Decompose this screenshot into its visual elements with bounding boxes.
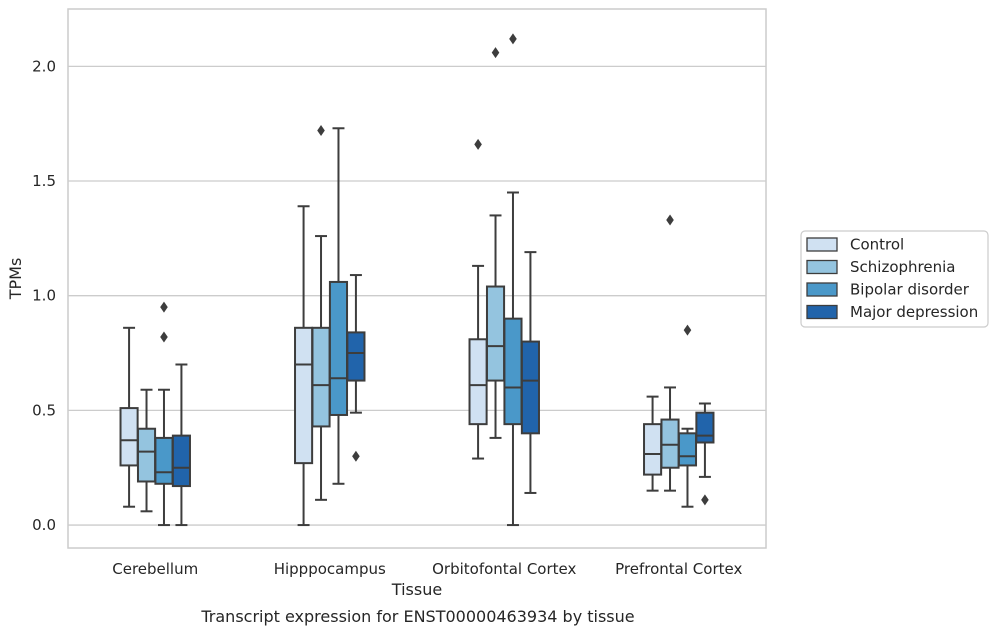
box-body [503,317,523,426]
legend-swatch [806,259,838,275]
box [468,138,488,460]
box [660,214,680,492]
x-tick-label: Prefrontal Cortex [615,560,742,578]
outlier-point [491,47,500,59]
box [695,402,715,506]
box-body [485,285,506,382]
box-body [311,326,331,428]
box [119,326,139,508]
grid-lines [68,65,766,526]
legend-swatch [806,304,838,320]
y-tick-label: 1.5 [32,172,56,190]
box [154,301,174,527]
legend-label: Bipolar disorder [850,281,970,299]
box [136,388,157,513]
plot-frame [67,8,767,549]
y-tick-label: 0.5 [32,401,56,419]
legend-label: Schizophrenia [850,258,955,276]
box-body [294,326,314,465]
box-body [328,280,349,416]
figure-caption: Transcript expression for ENST0000046393… [200,607,634,626]
x-axis-label: Tissue [391,580,442,599]
box [677,324,698,508]
box [311,125,331,501]
box-body [520,340,540,435]
legend-label: Control [850,236,904,254]
legend: Control Schizophrenia Bipolar disorder Majo… [800,230,989,328]
box-body [136,427,157,483]
box [520,251,540,494]
outlier-point [160,301,168,313]
x-tick-label: Orbitofontal Cortex [432,560,576,578]
y-tick-label: 0.0 [32,516,56,534]
box-body [119,407,139,467]
y-tick-label: 2.0 [32,57,56,75]
box-body [468,338,488,426]
box-layer [119,33,715,527]
legend-swatch [806,282,838,297]
x-tick-label: Hipppocampus [274,560,386,578]
box-body [695,411,715,444]
y-axis-label: TPMs [6,258,25,301]
legend-swatch [806,237,838,252]
outlier-point [509,33,517,45]
x-tick-labels: Cerebellum Hipppocampus Orbitofontal Corte… [112,560,742,578]
box-body [154,436,174,485]
box-body [643,423,663,476]
outlier-point [317,125,325,137]
box [294,205,314,527]
box-body [346,331,366,382]
outlier-point [701,494,709,506]
outlier-point [666,214,674,226]
outlier-point [683,324,692,336]
x-tick-label: Cerebellum [112,560,198,578]
outlier-point [160,331,168,343]
legend-frame [800,230,989,328]
outlier-point [352,450,360,462]
y-tick-label: 1.0 [32,287,56,305]
legend-label: Major depression [850,303,978,321]
box-body [660,418,680,469]
box [171,363,191,527]
box [503,33,523,527]
box-body [171,434,191,488]
outlier-point [474,138,482,150]
box-body [677,432,698,467]
box [346,274,366,462]
box [485,47,506,439]
y-tick-labels: 0.0 0.5 1.0 1.5 2.0 [32,57,56,534]
